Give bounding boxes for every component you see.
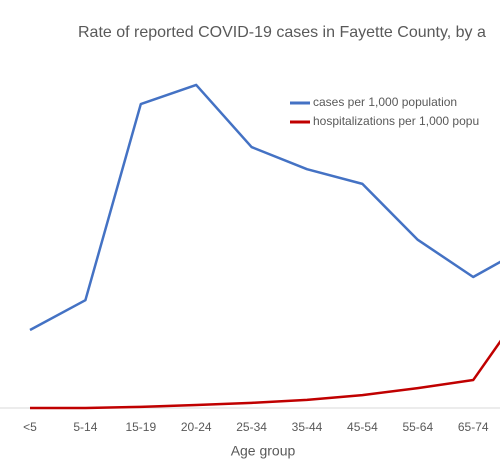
x-tick-label: 15-19 [125, 420, 156, 434]
x-axis-label: Age group [231, 443, 296, 459]
chart-title: Rate of reported COVID-19 cases in Fayet… [78, 24, 486, 41]
x-tick-label: 55-64 [402, 420, 433, 434]
x-tick-label: 5-14 [73, 420, 97, 434]
x-tick-label: <5 [23, 420, 37, 434]
x-tick-label: 20-24 [181, 420, 212, 434]
series-line [30, 339, 500, 410]
legend-label: hospitalizations per 1,000 popu [313, 114, 479, 128]
series-line [29, 83, 500, 332]
x-tick-label: 25-34 [236, 420, 267, 434]
x-tick-label: 65-74 [458, 420, 489, 434]
legend-label: cases per 1,000 population [313, 95, 457, 109]
x-tick-label: 35-44 [292, 420, 323, 434]
x-tick-label: 45-54 [347, 420, 378, 434]
